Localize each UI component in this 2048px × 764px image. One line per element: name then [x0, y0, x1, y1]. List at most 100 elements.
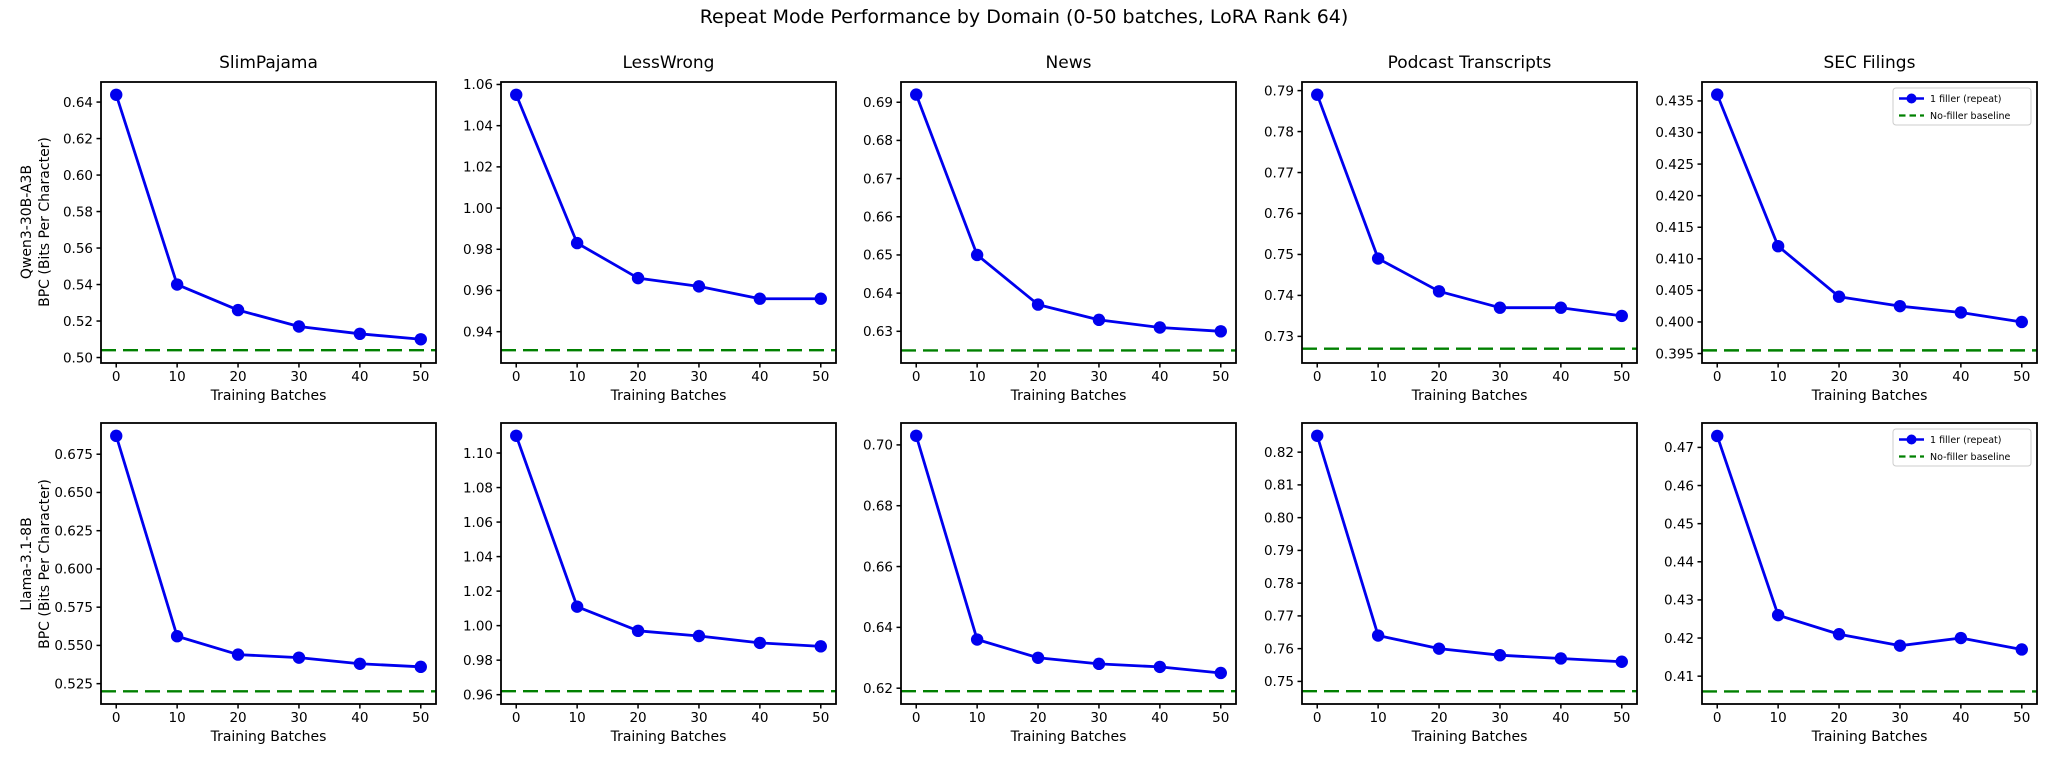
data-point-marker [1493, 301, 1507, 314]
y-tick-label: 0.42 [1664, 631, 1694, 647]
data-point-marker [1711, 88, 1724, 101]
x-tick-label: 20 [1430, 369, 1447, 385]
y-tick-label: 0.60 [63, 168, 93, 184]
x-tick-label: 10 [569, 369, 586, 385]
data-point-marker [1153, 660, 1167, 674]
y-tick-label: 0.78 [1264, 124, 1294, 140]
chart-llama-lesswrong: 0.96 0.98 1.00 1.02 1.04 1.06 1.08 1.10 0 10 20 30 4… [463, 422, 837, 745]
plot-border [1301, 422, 1638, 705]
data-point-marker [814, 640, 827, 653]
x-tick-label: 40 [1952, 710, 1969, 726]
data-point-marker [1371, 252, 1385, 265]
x-tick-label: 40 [1151, 369, 1168, 385]
x-tick-label: 30 [290, 369, 307, 385]
legend-label-baseline: No-filler baseline [1930, 452, 2011, 463]
y-tick-label: 0.62 [863, 681, 893, 697]
x-tick-label: 20 [1430, 710, 1447, 726]
y-tick-label: 0.78 [1264, 576, 1294, 592]
chart-qwen-podcast-transcripts: 0.73 0.74 0.75 0.76 0.77 0.78 0.79 0 10 20 30 40 50 P… [1264, 53, 1638, 404]
data-point-marker [2015, 643, 2028, 656]
plot-border [900, 422, 1237, 705]
y-tick-label: 0.58 [63, 204, 93, 220]
data-point-marker [1493, 649, 1507, 662]
x-tick-label: 50 [412, 369, 429, 385]
y-tick-label: 0.56 [63, 241, 93, 257]
x-tick-label: 0 [1313, 369, 1322, 385]
y-tick-label: 1.08 [463, 480, 493, 496]
x-tick-label: 50 [1613, 710, 1630, 726]
data-point-marker [292, 320, 306, 333]
x-tick-label: 40 [751, 369, 768, 385]
data-point-marker [570, 236, 584, 250]
x-axis-label: Training Batches [1411, 388, 1528, 404]
data-point-marker [1214, 325, 1227, 338]
data-point-marker [1432, 642, 1446, 655]
series-line [114, 94, 421, 341]
x-tick-label: 0 [912, 369, 921, 385]
data-point-marker [1031, 298, 1045, 311]
y-tick-label: 0.74 [1264, 288, 1294, 304]
series-line [1315, 94, 1622, 318]
chart-title: LessWrong [623, 53, 715, 73]
data-point-marker [353, 327, 367, 341]
data-point-marker [814, 292, 827, 305]
x-tick-label: 30 [290, 710, 307, 726]
x-tick-label: 40 [1151, 710, 1168, 726]
y-tick-label: 0.77 [1264, 609, 1294, 625]
y-tick-label: 0.96 [463, 687, 493, 703]
y-tick-label: 0.98 [463, 242, 493, 258]
y-tick-label: 0.76 [1264, 206, 1294, 222]
y-tick-label: 1.00 [463, 201, 493, 217]
data-point-marker [1371, 629, 1385, 642]
y-tick-label: 1.04 [463, 549, 493, 565]
x-tick-label: 30 [1090, 369, 1107, 385]
y-tick-label: 0.625 [54, 523, 93, 539]
x-tick-label: 50 [2013, 710, 2030, 726]
y-tick-label: 0.66 [863, 559, 893, 575]
y-tick-label: 0.395 [1655, 346, 1694, 362]
x-tick-label: 30 [1090, 710, 1107, 726]
data-point-marker [231, 303, 245, 317]
y-tick-label: 0.575 [54, 600, 93, 616]
x-tick-label: 30 [690, 369, 707, 385]
x-tick-label: 10 [969, 710, 986, 726]
series-line [514, 94, 821, 301]
data-point-marker [510, 88, 523, 101]
y-tick-label: 0.44 [1664, 555, 1694, 571]
y-tick-label: 0.62 [63, 131, 93, 147]
y-tick-label: 0.94 [463, 324, 493, 340]
x-tick-label: 50 [812, 369, 829, 385]
data-point-marker [1554, 652, 1568, 665]
y-tick-label: 0.525 [54, 676, 93, 692]
data-point-marker [631, 624, 645, 638]
data-point-marker [1832, 628, 1846, 641]
plot-border [1701, 81, 2038, 364]
data-point-marker [570, 600, 584, 613]
x-tick-label: 40 [751, 710, 768, 726]
y-tick-label: 0.96 [463, 283, 493, 299]
x-tick-label: 20 [1830, 710, 1847, 726]
x-tick-label: 50 [412, 710, 429, 726]
y-tick-label: 0.81 [1264, 478, 1294, 494]
y-tick-label: 0.80 [1264, 510, 1294, 526]
y-tick-label: 0.47 [1664, 440, 1694, 456]
data-point-marker [970, 248, 984, 262]
y-tick-label: 0.73 [1264, 329, 1294, 345]
data-point-marker [1954, 631, 1968, 645]
data-point-marker [510, 429, 523, 442]
y-tick-label: 0.64 [863, 286, 893, 302]
data-point-marker [1554, 301, 1568, 314]
y-tick-label: 0.76 [1264, 641, 1294, 657]
y-tick-label: 0.68 [863, 498, 893, 514]
data-point-marker [1031, 651, 1045, 664]
x-tick-label: 30 [690, 710, 707, 726]
data-point-marker [1214, 666, 1227, 680]
x-tick-label: 30 [1491, 369, 1508, 385]
data-point-marker [1092, 313, 1106, 327]
y-tick-label: 0.425 [1655, 157, 1694, 173]
data-point-marker [1311, 88, 1324, 101]
y-tick-label: 0.415 [1655, 220, 1694, 236]
x-tick-label: 10 [969, 369, 986, 385]
x-tick-label: 10 [169, 369, 186, 385]
data-point-marker [1311, 429, 1324, 442]
